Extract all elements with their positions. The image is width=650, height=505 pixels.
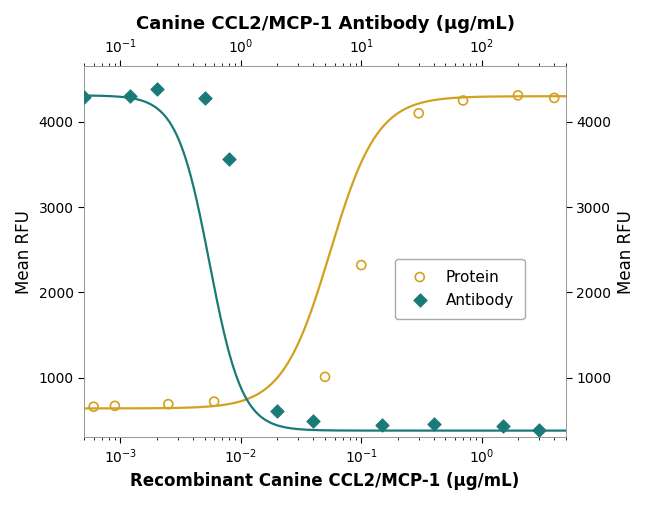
Antibody [125,92,135,100]
X-axis label: Canine CCL2/MCP-1 Antibody (μg/mL): Canine CCL2/MCP-1 Antibody (μg/mL) [135,15,515,33]
Protein [88,402,99,411]
Antibody [151,84,162,92]
Legend: Protein, Antibody: Protein, Antibody [395,260,525,319]
Protein [163,400,174,408]
Antibody [308,417,318,425]
Protein [209,397,219,406]
X-axis label: Recombinant Canine CCL2/MCP-1 (μg/mL): Recombinant Canine CCL2/MCP-1 (μg/mL) [131,472,519,490]
Protein [320,373,330,381]
Protein [110,402,120,410]
Protein [458,96,468,105]
Protein [413,109,424,117]
Antibody [200,94,210,102]
Antibody [272,408,282,416]
Protein [549,94,560,102]
Antibody [79,93,89,101]
Antibody [377,421,387,429]
Antibody [224,156,235,164]
Antibody [498,422,508,430]
Y-axis label: Mean RFU: Mean RFU [15,210,33,294]
Antibody [534,426,545,434]
Protein [513,91,523,99]
Y-axis label: Mean RFU: Mean RFU [617,210,635,294]
Protein [356,261,367,269]
Antibody [428,420,439,428]
